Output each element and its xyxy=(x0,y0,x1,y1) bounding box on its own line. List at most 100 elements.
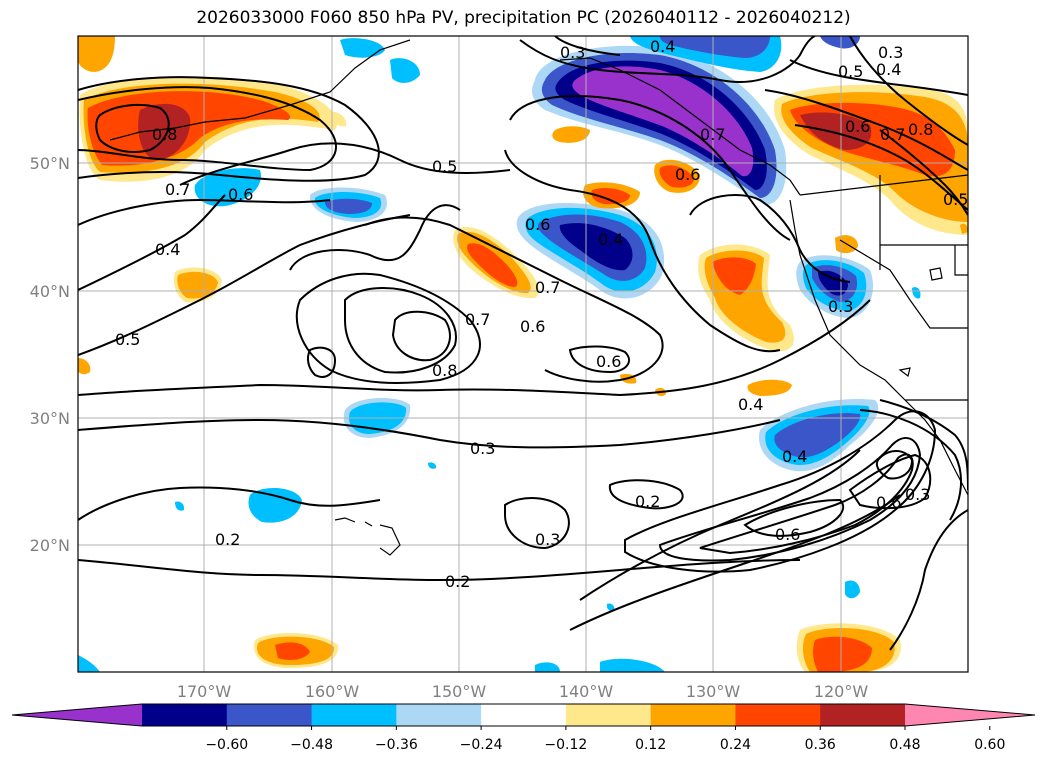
precip-blob xyxy=(845,580,860,599)
contour-label: 0.5 xyxy=(432,157,457,176)
contour-label: 0.3 xyxy=(535,530,560,549)
contour-label: 0.4 xyxy=(650,37,675,56)
precip-blob xyxy=(330,111,347,127)
precip-blob xyxy=(659,165,694,188)
precip-anomaly-positive-corner xyxy=(78,36,115,72)
precip-anomaly-negative-southeast xyxy=(759,399,879,472)
contour-label: 0.2 xyxy=(215,530,240,549)
colorbar-tick-label: −0.24 xyxy=(460,737,503,753)
precip-blob xyxy=(325,198,372,214)
contour-label: 0.8 xyxy=(432,361,457,380)
precip-blob xyxy=(275,642,310,660)
contour-label: 0.3 xyxy=(560,43,585,62)
precip-blob xyxy=(912,287,921,299)
contour-label: 0.6 xyxy=(876,493,901,512)
lon-label-140w: 140°W xyxy=(559,682,614,701)
colorbar-tick-label: 0.48 xyxy=(889,737,920,753)
contour-label: 0.7 xyxy=(700,125,725,144)
precip-anomaly-negative-gulf-alaska xyxy=(532,36,860,206)
precip-blob xyxy=(340,38,385,58)
contour-label: 0.4 xyxy=(155,240,180,259)
lon-label-160w: 160°W xyxy=(305,682,360,701)
colorbar-tick-label: 0.60 xyxy=(974,737,1005,753)
colorbar-tick-label: 0.24 xyxy=(720,737,751,753)
colorbar-tick-label: 0.12 xyxy=(635,737,666,753)
precip-blob xyxy=(600,658,665,672)
contour-label: 0.4 xyxy=(738,395,763,414)
colorbar-segment xyxy=(142,704,228,726)
precip-anomaly-positive-east xyxy=(712,257,756,295)
precip-blob xyxy=(747,379,792,396)
contour-label: 0.7 xyxy=(165,180,190,199)
precip-anomaly-negative-central xyxy=(516,203,665,299)
contour-label: 0.6 xyxy=(228,185,253,204)
precip-blob xyxy=(960,223,968,234)
contour-label: 0.4 xyxy=(598,230,623,249)
colorbar-segment xyxy=(735,704,821,726)
map-title: 2026033000 F060 850 hPa PV, precipitatio… xyxy=(196,8,851,28)
coastlines xyxy=(109,39,968,556)
contour-label: 0.6 xyxy=(525,215,550,234)
latitude-labels: 50°N 40°N 30°N 20°N xyxy=(30,154,70,555)
lat-label-30n: 30°N xyxy=(30,409,70,428)
lat-label-50n: 50°N xyxy=(30,154,70,173)
colorbar-tick-label: −0.36 xyxy=(375,737,418,753)
longitude-labels: 170°W 160°W 150°W 140°W 130°W 120°W xyxy=(177,682,869,701)
colorbar-segment xyxy=(311,704,397,726)
contour-label: 0.8 xyxy=(908,120,933,139)
colorbar-tick-label: 0.36 xyxy=(805,737,836,753)
contour-label: 0.5 xyxy=(838,62,863,81)
precip-blob xyxy=(248,488,302,523)
contour-label: 0.7 xyxy=(880,125,905,144)
contour-label: 0.2 xyxy=(635,492,660,511)
colorbar-extend-high xyxy=(905,704,1035,726)
colorbar-segment xyxy=(481,704,567,726)
colorbar-extend-low xyxy=(12,704,142,726)
colorbar-segment xyxy=(820,704,906,726)
precip-blob xyxy=(78,655,100,672)
contour-label: 0.3 xyxy=(470,439,495,458)
lon-label-120w: 120°W xyxy=(814,682,869,701)
colorbar-tick-label: −0.12 xyxy=(544,737,587,753)
lat-label-40n: 40°N xyxy=(30,282,70,301)
colorbar-segment xyxy=(650,704,736,726)
colorbar: −0.60 −0.48 −0.36 −0.24 −0.12 0.12 0.24 0.36 0.4… xyxy=(11,703,1036,753)
contour-label: 0.5 xyxy=(943,190,968,209)
contour-label: 0.4 xyxy=(876,60,901,79)
contour-label: 0.8 xyxy=(152,125,177,144)
contour-label: 0.6 xyxy=(596,352,621,371)
precip-blob xyxy=(177,271,218,299)
contour-label: 0.7 xyxy=(535,278,560,297)
precip-blob xyxy=(591,187,630,205)
contour-label: 0.6 xyxy=(520,317,545,336)
contour-label: 0.3 xyxy=(905,485,930,504)
colorbar-segment xyxy=(226,704,313,726)
lat-label-20n: 20°N xyxy=(30,536,70,555)
contour-label: 0.5 xyxy=(115,330,140,349)
colorbar-tick-label: −0.60 xyxy=(205,737,248,753)
colorbar-segment xyxy=(396,704,482,726)
colorbar-outline xyxy=(11,703,1036,727)
contour-label: 0.6 xyxy=(675,165,700,184)
precip-blob xyxy=(428,462,437,469)
plot-frame xyxy=(77,35,969,673)
contour-label: 0.6 xyxy=(775,525,800,544)
lon-label-130w: 130°W xyxy=(686,682,741,701)
contour-label: 0.2 xyxy=(445,572,470,591)
precip-anomaly-positive-northeast xyxy=(774,84,968,235)
precip-blob xyxy=(552,126,590,143)
precip-blob xyxy=(390,58,420,83)
precip-anomaly-positive-central xyxy=(453,226,539,299)
contour-labels: 0.3 0.4 0.3 0.5 0.4 0.8 0.8 0.6 0.7 0.6 … xyxy=(115,37,968,591)
contour-label: 0.6 xyxy=(845,117,870,136)
precip-blob xyxy=(535,662,560,672)
colorbar-segment xyxy=(565,704,652,726)
lon-label-170w: 170°W xyxy=(177,682,232,701)
precip-blob xyxy=(78,358,91,375)
precip-blob xyxy=(606,603,615,612)
lon-label-150w: 150°W xyxy=(432,682,487,701)
contour-label: 0.7 xyxy=(465,310,490,329)
contour-label: 0.3 xyxy=(828,297,853,316)
contour-label: 0.3 xyxy=(878,43,903,62)
